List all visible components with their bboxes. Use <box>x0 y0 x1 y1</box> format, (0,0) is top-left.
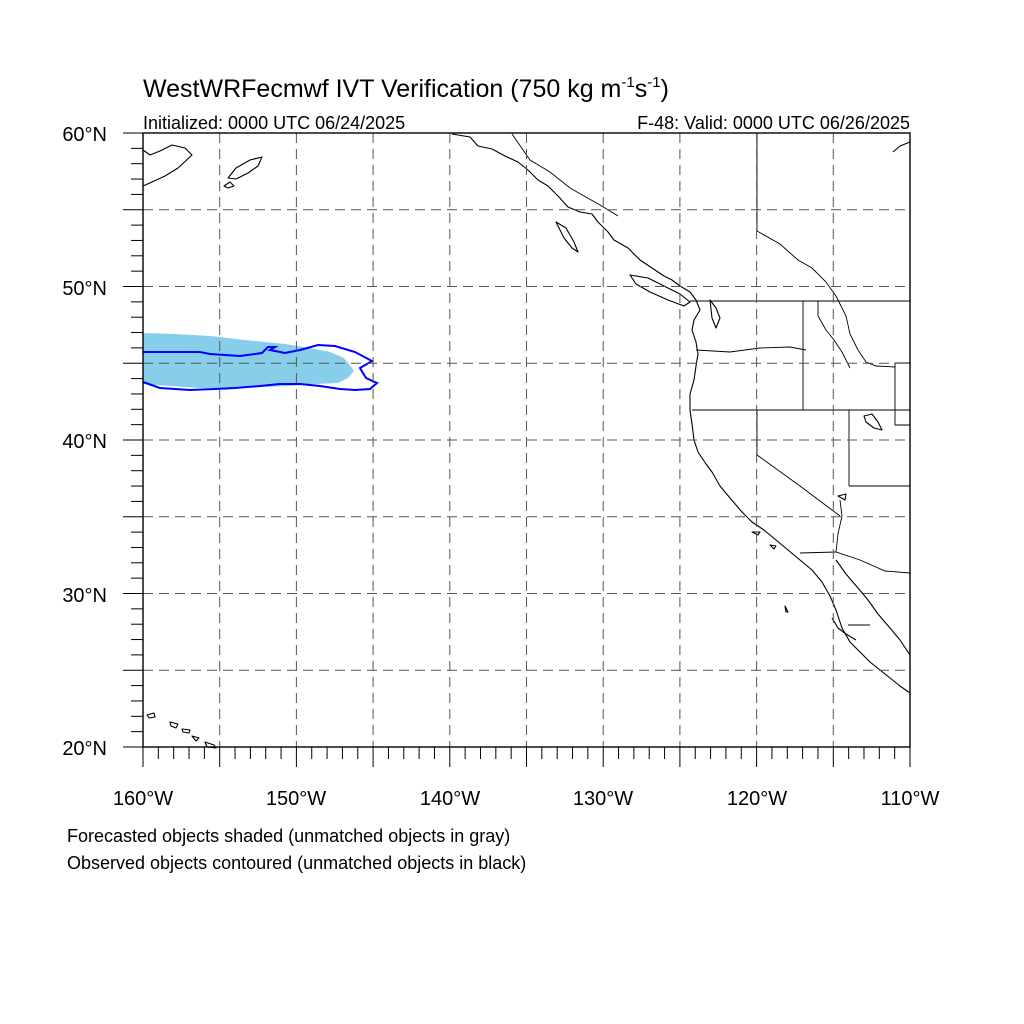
lon-label: 120°W <box>727 788 787 810</box>
lon-label: 160°W <box>113 788 173 810</box>
lat-label: 30°N <box>62 585 107 607</box>
map-title: WestWRFecmwf IVT Verification (750 kg m-… <box>143 74 669 103</box>
axis-ticks <box>123 132 911 767</box>
lat-label: 60°N <box>62 124 107 146</box>
political-borders <box>511 133 911 626</box>
valid-time-label: F-48: Valid: 0000 UTC 06/26/2025 <box>637 113 910 133</box>
forecast-legend-note: Forecasted objects shaded (unmatched obj… <box>67 826 510 846</box>
lat-label: 20°N <box>62 738 107 760</box>
latitude-labels: 60°N 50°N 40°N 30°N 20°N <box>62 124 107 760</box>
observed-object-contour <box>142 343 379 392</box>
observed-legend-note: Observed objects contoured (unmatched ob… <box>67 853 526 873</box>
lon-label: 130°W <box>573 788 633 810</box>
lat-label: 50°N <box>62 278 107 300</box>
lon-label: 150°W <box>266 788 326 810</box>
map-frame <box>142 132 911 748</box>
forecast-object-shading <box>143 333 354 388</box>
init-time-label: Initialized: 0000 UTC 06/24/2025 <box>143 113 405 133</box>
lat-label: 40°N <box>62 431 107 453</box>
longitude-labels: 160°W 150°W 140°W 130°W 120°W 110°W <box>113 788 940 810</box>
coastlines <box>142 133 911 749</box>
lon-label: 140°W <box>420 788 480 810</box>
lon-label: 110°W <box>881 788 940 810</box>
graticule <box>143 133 910 747</box>
